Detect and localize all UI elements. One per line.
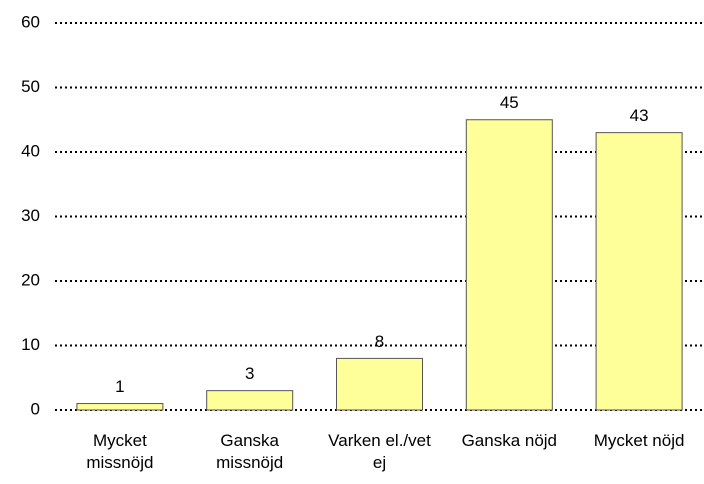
- y-tick-label: 0: [31, 399, 40, 418]
- y-tick-label: 60: [21, 12, 40, 31]
- value-label: 43: [630, 106, 649, 125]
- bar: [595, 132, 683, 411]
- bar: [76, 403, 164, 411]
- x-tick-label: Ganska missnöjd: [216, 431, 284, 472]
- value-label: 8: [375, 332, 384, 351]
- y-tick-label: 50: [21, 77, 40, 96]
- x-tick-label: Mycket missnöjd: [86, 431, 154, 472]
- value-label: 45: [500, 93, 519, 112]
- bar: [465, 119, 553, 411]
- y-tick-label: 40: [21, 141, 40, 160]
- bar: [336, 357, 423, 411]
- y-tick-label: 10: [21, 335, 40, 354]
- value-label: 1: [115, 377, 124, 396]
- y-tick-label: 20: [21, 270, 40, 289]
- value-label: 3: [245, 364, 254, 383]
- x-tick-label: Varken el./vet ej: [328, 431, 431, 472]
- bar: [206, 390, 294, 411]
- y-tick-label: 30: [21, 206, 40, 225]
- x-tick-label: Mycket nöjd: [593, 431, 685, 450]
- x-tick-label: Ganska nöjd: [461, 431, 558, 450]
